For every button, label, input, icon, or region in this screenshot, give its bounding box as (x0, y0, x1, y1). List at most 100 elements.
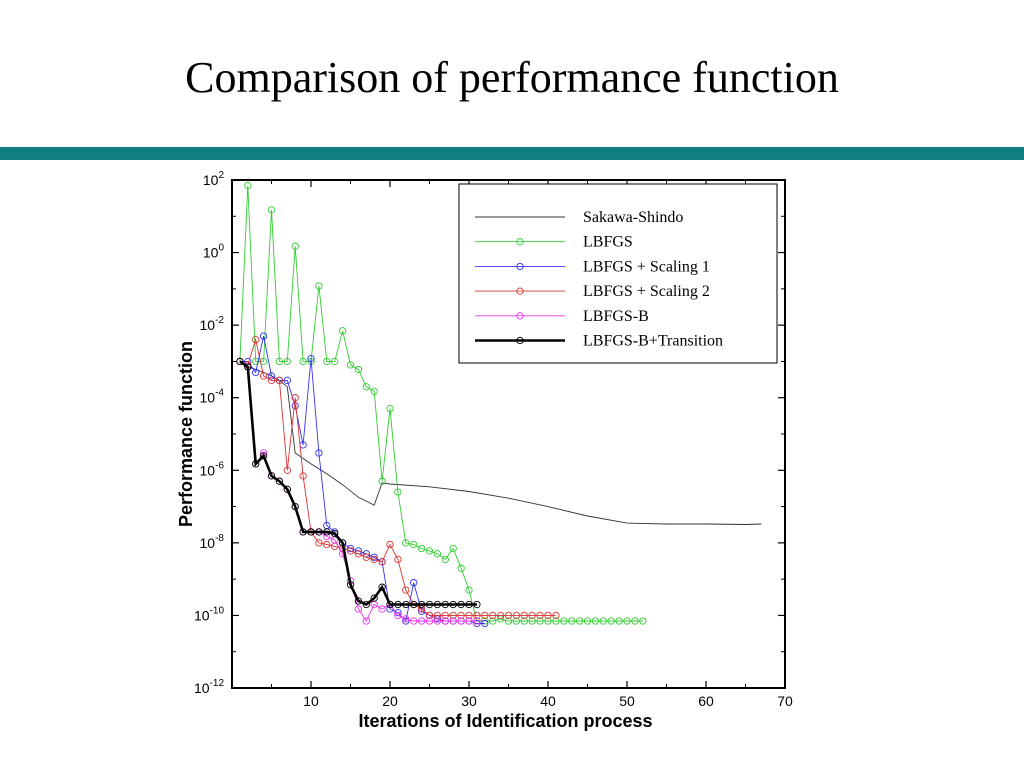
data-point (441, 600, 449, 609)
data-point (615, 617, 623, 625)
data-point (386, 540, 394, 549)
data-point (354, 365, 363, 374)
data-point (378, 605, 386, 613)
data-point (323, 532, 331, 541)
legend-entry: Sakawa-Shindo (475, 209, 683, 226)
slide-title: Comparison of performance function (185, 53, 839, 102)
data-point (394, 488, 402, 496)
series-4 (236, 357, 481, 625)
data-point (410, 579, 418, 587)
data-point (338, 327, 347, 335)
data-point (402, 615, 410, 623)
y-tick-label: 10-10 (194, 605, 224, 623)
y-axis-title: Performance function (176, 341, 196, 527)
plot-area (236, 181, 762, 628)
data-point (410, 540, 418, 549)
data-point (386, 600, 394, 609)
data-point (496, 611, 505, 620)
x-tick-label: 30 (461, 693, 477, 709)
data-point (473, 600, 481, 609)
data-point (323, 540, 331, 549)
data-point (417, 600, 426, 609)
data-point (283, 376, 291, 385)
x-tick-label: 10 (303, 693, 319, 709)
legend-entry: LBFGS-B+Transition (475, 333, 723, 350)
data-point (252, 357, 260, 366)
data-point (331, 357, 339, 366)
data-point (441, 555, 449, 564)
data-point (402, 586, 410, 594)
data-point (449, 617, 457, 625)
data-point (299, 472, 307, 480)
data-point (323, 357, 331, 366)
series-1 (236, 181, 647, 625)
data-point (291, 242, 299, 250)
data-point (560, 617, 568, 625)
data-point (315, 528, 323, 536)
legend-label: LBFGS-B (583, 308, 649, 325)
legend-label: Sakawa-Shindo (583, 209, 683, 226)
data-point (599, 617, 607, 625)
x-tick-label: 40 (540, 693, 556, 709)
data-point (323, 528, 331, 536)
y-tick-label: 10-8 (200, 533, 225, 551)
data-point (441, 617, 449, 625)
data-point (236, 357, 244, 366)
legend-marker (516, 238, 524, 246)
data-point (283, 485, 291, 493)
data-point (473, 611, 481, 620)
data-point (259, 452, 268, 460)
data-point (252, 335, 260, 344)
data-point (552, 617, 560, 625)
x-axis-title: Iterations of Identification process (358, 711, 652, 731)
data-point (520, 611, 528, 620)
data-point (473, 617, 481, 625)
data-point (489, 611, 497, 620)
x-tick-label: 70 (777, 693, 793, 709)
legend-marker (516, 336, 524, 345)
data-point (528, 611, 536, 620)
legend-entry: LBFGS + Scaling 2 (475, 283, 710, 300)
data-point (275, 376, 284, 385)
data-point (259, 372, 268, 380)
y-tick-label: 102 (203, 170, 225, 188)
data-point (489, 617, 497, 625)
data-point (481, 619, 489, 628)
data-point (504, 617, 513, 625)
data-point (465, 600, 473, 609)
data-point (370, 387, 378, 395)
data-point (315, 282, 323, 290)
legend-entry: LBFGS (475, 234, 633, 251)
data-point (394, 600, 402, 609)
y-tick-label: 10-2 (200, 315, 225, 333)
data-point (433, 550, 442, 558)
x-tick-label: 20 (382, 693, 398, 709)
data-point (252, 460, 260, 468)
legend-entry: LBFGS + Scaling 1 (475, 258, 710, 275)
data-point (402, 617, 410, 625)
data-point (449, 544, 457, 553)
data-point (267, 206, 276, 214)
data-point (394, 611, 402, 620)
data-point (481, 611, 489, 620)
legend: Sakawa-Shindo LBFGS LBFGS + Scaling 1 LBFGS… (458, 183, 778, 364)
data-point (354, 550, 363, 558)
data-point (362, 553, 370, 561)
data-point (378, 583, 386, 591)
data-point (291, 402, 299, 410)
data-point (275, 357, 284, 366)
data-point (410, 617, 418, 625)
data-point (370, 594, 378, 602)
data-point (362, 383, 370, 391)
data-point (346, 581, 355, 589)
data-point (449, 600, 457, 609)
data-point (283, 357, 291, 366)
data-point (544, 617, 552, 625)
data-point (583, 617, 592, 625)
data-point (354, 597, 363, 605)
data-point (370, 555, 378, 564)
data-point (449, 611, 457, 620)
data-point (520, 617, 528, 625)
data-point (267, 372, 276, 380)
